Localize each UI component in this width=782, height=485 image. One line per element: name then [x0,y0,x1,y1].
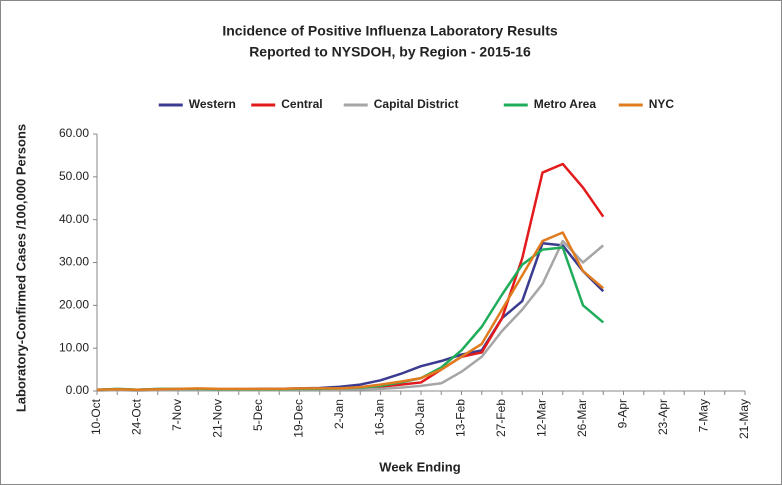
y-tick-label: 0.00 [66,383,90,397]
series-line [96,239,605,392]
legend-label: Capital District [374,97,459,111]
x-tick-label: 13-Feb [454,399,468,437]
legend-label: Metro Area [534,97,597,111]
x-tick-label: 16-Jan [373,399,387,436]
x-tick-label: 7-May [697,399,711,432]
series-line [96,231,605,391]
x-tick-label: 26-Mar [575,399,589,437]
x-tick-label: 30-Jan [413,399,427,436]
y-axis-title: Laboratory-Confirmed Cases /100,000 Pers… [13,124,28,412]
y-tick-label: 60.00 [59,126,89,140]
chart-subtitle: Reported to NYSDOH, by Region - 2015-16 [249,44,531,60]
x-axis-title: Week Ending [379,459,460,474]
legend-label: Western [189,97,236,111]
x-tick-label: 5-Dec [251,399,265,431]
x-tick-label: 12-Mar [535,399,549,437]
chart-title: Incidence of Positive Influenza Laborato… [222,23,558,39]
x-tick-label: 7-Nov [170,399,184,431]
legend-label: NYC [649,97,675,111]
y-tick-label: 50.00 [59,169,89,183]
y-tick-label: 30.00 [59,255,89,269]
legend-label: Central [281,97,322,111]
x-tick-label: 19-Dec [292,399,306,438]
x-tick-label: 9-Apr [616,399,630,428]
x-tick-label: 2-Jan [332,399,346,429]
x-tick-label: 21-Nov [211,399,225,438]
x-tick-label: 24-Oct [130,398,144,435]
x-tick-label: 10-Oct [89,398,103,435]
x-tick-label: 23-Apr [656,399,670,435]
y-tick-label: 10.00 [59,340,89,354]
x-tick-label: 27-Feb [494,399,508,437]
y-tick-label: 20.00 [59,298,89,312]
y-tick-label: 40.00 [59,212,89,226]
x-tick-label: 21-May [737,399,751,439]
